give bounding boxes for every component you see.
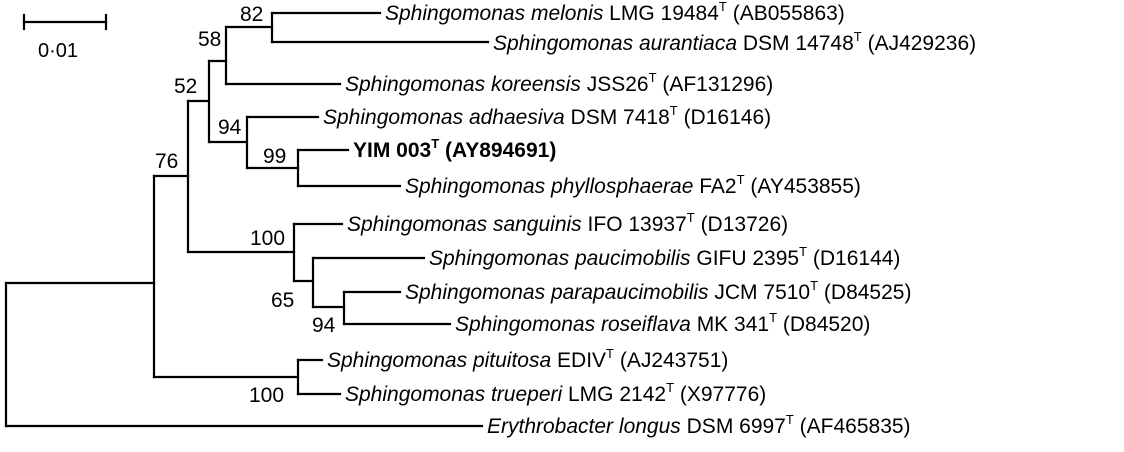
- leaf-strain: LMG 19484: [609, 2, 719, 25]
- leaf-accession: (D16144): [813, 247, 901, 270]
- leaf-strain: DSM 14748: [743, 32, 854, 55]
- leaf-accession: (AY894691): [445, 139, 556, 162]
- leaf-label: Sphingomonas sanguinis IFO 13937T (D1372…: [347, 210, 788, 236]
- type-strain-mark: T: [769, 310, 777, 325]
- leaf-species: paucimobilis: [574, 247, 691, 270]
- leaf-accession: (D84520): [783, 313, 871, 336]
- tree-branches: [4, 11, 490, 428]
- leaf-label: Sphingomonas trueperi LMG 2142T (X97776): [345, 380, 766, 406]
- type-strain-mark: T: [666, 380, 674, 395]
- leaf-species: pituitosa: [472, 349, 551, 372]
- bootstrap-value: 94: [312, 314, 336, 337]
- leaf-accession: (X97776): [680, 383, 766, 406]
- leaf-accession: (AF465835): [800, 415, 911, 438]
- bootstrap-value: 94: [218, 116, 242, 139]
- leaf-label: Sphingomonas roseiflava MK 341T (D84520): [455, 310, 870, 336]
- bootstrap-value: 65: [271, 289, 294, 312]
- leaf-accession: (D84525): [824, 281, 912, 304]
- bootstrap-value: 99: [263, 145, 286, 168]
- leaf-genus: Sphingomonas: [345, 73, 486, 96]
- type-strain-mark: T: [649, 70, 657, 85]
- leaf-strain: DSM 7418: [571, 106, 670, 129]
- type-strain-mark: T: [431, 136, 439, 151]
- leaf-strain: EDIV: [557, 349, 606, 372]
- scale-bar-label: 0·01: [38, 40, 78, 62]
- leaf-label: Sphingomonas koreensis JSS26T (AF131296): [345, 70, 773, 96]
- leaf-species: roseiflava: [601, 313, 691, 336]
- type-strain-mark: T: [786, 412, 794, 427]
- leaf-species: melonis: [531, 2, 604, 25]
- leaf-genus: Sphingomonas: [345, 383, 486, 406]
- type-strain-mark: T: [799, 244, 807, 259]
- leaf-label: Sphingomonas parapaucimobilis JCM 7510T …: [405, 278, 911, 304]
- leaf-label: Sphingomonas melonis LMG 19484T (AB05586…: [385, 0, 845, 25]
- leaf-label-highlight: YIM 003T (AY894691): [353, 136, 556, 162]
- leaf-species: koreensis: [491, 73, 581, 96]
- leaf-accession: (AJ243751): [620, 349, 729, 372]
- leaf-species: aurantiaca: [639, 32, 737, 55]
- leaf-strain: IFO 13937: [588, 213, 687, 236]
- type-strain-mark: T: [854, 29, 862, 44]
- type-strain-mark: T: [719, 0, 727, 14]
- leaf-strain: MK 341: [697, 313, 769, 336]
- type-strain-mark: T: [606, 346, 614, 361]
- leaf-strain: JSS26: [587, 73, 649, 96]
- leaf-strain: GIFU 2395: [696, 247, 799, 270]
- leaf-genus: Sphingomonas: [429, 247, 570, 270]
- type-strain-mark: T: [687, 210, 695, 225]
- bootstrap-values: 82 58 52 94 99 76 100 65 94 100: [155, 3, 336, 407]
- leaf-genus: Sphingomonas: [455, 313, 596, 336]
- leaf-genus: Sphingomonas: [323, 106, 464, 129]
- leaf-strain: LMG 2142: [568, 383, 666, 406]
- leaf-label: Sphingomonas pituitosa EDIVT (AJ243751): [327, 346, 728, 372]
- leaf-labels: Sphingomonas melonis LMG 19484T (AB05586…: [323, 0, 976, 438]
- leaf-species: longus: [619, 415, 681, 438]
- bootstrap-value: 100: [250, 227, 285, 250]
- leaf-accession: (AJ429236): [868, 32, 977, 55]
- leaf-genus: Sphingomonas: [405, 281, 546, 304]
- type-strain-mark: T: [737, 172, 745, 187]
- leaf-genus: Erythrobacter: [487, 415, 614, 438]
- leaf-accession: (AY453855): [750, 175, 861, 198]
- leaf-accession: (AB055863): [733, 2, 845, 25]
- leaf-label: Erythrobacter longus DSM 6997T (AF465835…: [487, 412, 911, 438]
- leaf-genus: Sphingomonas: [327, 349, 468, 372]
- leaf-species: parapaucimobilis: [550, 281, 709, 304]
- scale-bar: 0·01: [22, 13, 108, 62]
- leaf-genus: Sphingomonas: [493, 32, 634, 55]
- leaf-genus: Sphingomonas: [347, 213, 488, 236]
- bootstrap-value: 82: [240, 3, 263, 26]
- leaf-genus: Sphingomonas: [385, 2, 526, 25]
- leaf-accession: (D16146): [684, 106, 772, 129]
- leaf-label: Sphingomonas paucimobilis GIFU 2395T (D1…: [429, 244, 900, 270]
- leaf-species: sanguinis: [493, 213, 582, 236]
- bootstrap-value: 100: [249, 384, 284, 407]
- leaf-strain: DSM 6997: [687, 415, 786, 438]
- bootstrap-value: 52: [174, 75, 197, 98]
- leaf-label: Sphingomonas adhaesiva DSM 7418T (D16146…: [323, 103, 771, 129]
- leaf-strain: YIM 003: [353, 139, 431, 162]
- leaf-species: phyllosphaerae: [550, 175, 693, 198]
- leaf-species: adhaesiva: [469, 106, 565, 129]
- leaf-label: Sphingomonas aurantiaca DSM 14748T (AJ42…: [493, 29, 976, 55]
- type-strain-mark: T: [810, 278, 818, 293]
- type-strain-mark: T: [670, 103, 678, 118]
- leaf-strain: FA2: [699, 175, 736, 198]
- leaf-genus: Sphingomonas: [405, 175, 546, 198]
- leaf-accession: (D13726): [701, 213, 789, 236]
- leaf-label: Sphingomonas phyllosphaerae FA2T (AY4538…: [405, 172, 861, 198]
- bootstrap-value: 58: [198, 28, 221, 51]
- bootstrap-value: 76: [155, 150, 178, 173]
- leaf-species: trueperi: [491, 383, 564, 406]
- leaf-accession: (AF131296): [662, 73, 773, 96]
- leaf-strain: JCM 7510: [714, 281, 810, 304]
